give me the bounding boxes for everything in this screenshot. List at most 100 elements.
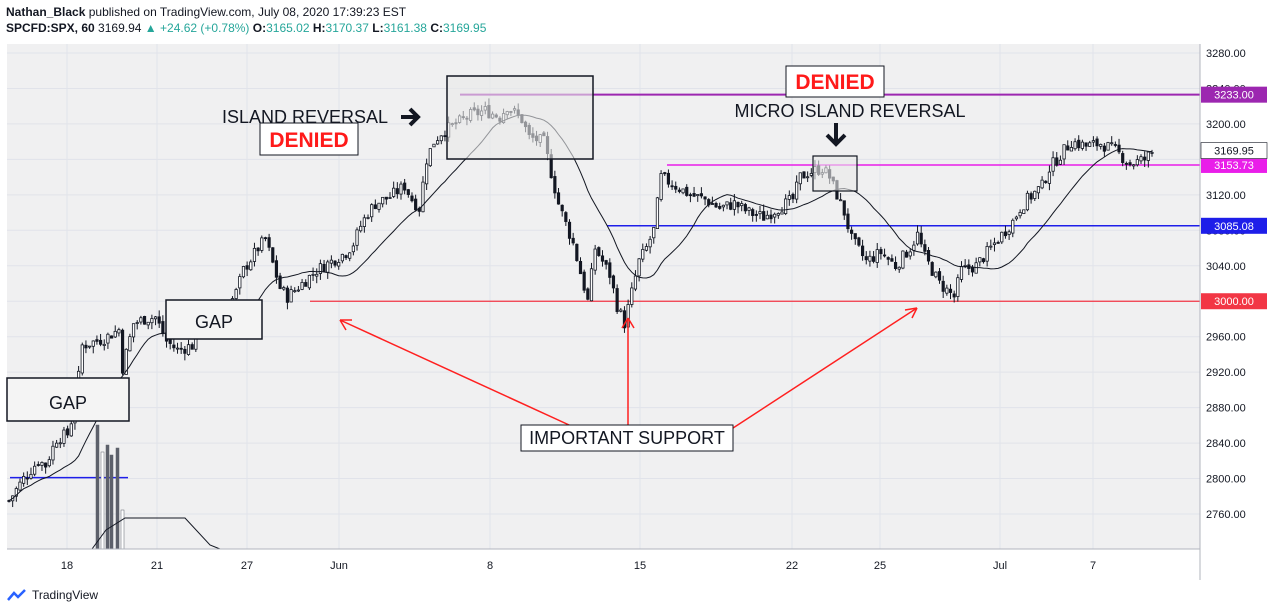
candle-body (150, 318, 154, 324)
candle-body (439, 135, 443, 142)
candle-body (751, 209, 755, 216)
candle-body (1077, 139, 1081, 149)
candle-body (1062, 144, 1066, 160)
candle-body (1066, 145, 1070, 151)
candle-body (1040, 179, 1044, 189)
candle-body (586, 288, 590, 300)
candle-body (765, 214, 769, 220)
candle-body (692, 193, 696, 197)
candle-body (351, 245, 355, 253)
candle-body (436, 140, 440, 145)
author-name[interactable]: Nathan_Black (6, 5, 86, 19)
y-tick-label: 3040.00 (1206, 261, 1246, 273)
candle-body (33, 465, 37, 475)
support-box (520, 424, 734, 452)
candle-body (901, 250, 905, 269)
y-axis-ticks: 3280.003240.003200.003160.003120.003080.… (1206, 48, 1246, 521)
publish-info: published on TradingView.com, July 08, 2… (88, 5, 407, 19)
candle-body (307, 274, 311, 289)
candle-body (172, 344, 176, 349)
candle-body (348, 252, 352, 259)
candle-body (850, 229, 854, 234)
candle-body (791, 193, 795, 200)
candle-body (410, 195, 414, 202)
candle-body (575, 243, 579, 261)
candle-body (384, 196, 388, 200)
candle-body (421, 181, 425, 213)
down-arrow-icon (825, 123, 847, 147)
candle-body (655, 197, 660, 229)
candle-body (926, 249, 931, 262)
candle-body (1143, 156, 1147, 161)
candle-body (970, 267, 975, 273)
candle-body (663, 172, 667, 175)
close-value: 3169.95 (442, 21, 487, 35)
candle-body (190, 344, 194, 350)
candle-body (978, 257, 982, 263)
gap1-box (6, 377, 130, 422)
candle-body (875, 249, 879, 263)
candle-body (860, 245, 865, 257)
island-label: ISLAND REVERSAL (222, 107, 388, 127)
candle-body (556, 192, 561, 205)
candle-body (908, 251, 912, 257)
candle-body (381, 196, 385, 205)
candle-body (131, 323, 136, 338)
candle-body (329, 259, 333, 264)
candle-body (784, 198, 788, 214)
candle-body (373, 204, 377, 210)
candle-body (857, 237, 861, 246)
candle-body (985, 246, 989, 262)
y-tick-label: 2920.00 (1206, 367, 1246, 379)
candle-body (644, 246, 649, 251)
x-tick-label: Jul (993, 560, 1007, 572)
candle-body (743, 204, 747, 212)
tradingview-logo-icon[interactable] (6, 588, 28, 602)
candle-body (91, 340, 95, 347)
support-label: IMPORTANT SUPPORT (529, 428, 725, 448)
candle-body (633, 275, 638, 290)
candle-body (670, 185, 674, 188)
candle-body (864, 256, 868, 261)
candle-body (36, 464, 40, 466)
candle-body (659, 173, 663, 200)
candle-body (234, 289, 238, 299)
candle-body (1047, 171, 1052, 184)
candle-body (718, 206, 722, 209)
candle-body (571, 237, 575, 244)
brand-name[interactable]: TradingView (32, 588, 99, 602)
candle-body (703, 196, 707, 200)
candle-body (267, 237, 271, 248)
candle-body (564, 212, 568, 222)
candle-body (915, 231, 920, 245)
candle-body (1139, 156, 1143, 162)
candle-body (289, 289, 293, 303)
candle-body (1091, 140, 1095, 143)
candle-body (747, 207, 751, 211)
candle-body (868, 255, 872, 262)
candle-body (1080, 141, 1084, 149)
candle-body (1069, 147, 1073, 152)
candle-body (890, 258, 894, 262)
denied1-label: DENIED (269, 129, 348, 152)
candle-body (300, 282, 304, 290)
price-labels: 3233.00 3153.73 3085.08 3000.00 3169.95 (1200, 86, 1268, 310)
candle-body (88, 345, 92, 348)
denied2-box (785, 65, 885, 98)
candle-body (652, 227, 656, 239)
candle-body (615, 288, 619, 312)
candle-body (359, 225, 363, 232)
volume-bar (95, 424, 100, 550)
candle-body (802, 171, 806, 179)
candle-body (69, 423, 73, 437)
denied1-box (259, 122, 359, 156)
candle-body (956, 277, 960, 297)
candle-body (109, 335, 114, 339)
candle-body (776, 213, 780, 216)
candle-body (274, 260, 279, 278)
y-tick-label: 2800.00 (1206, 474, 1246, 486)
volume-bar (120, 509, 125, 550)
candle-body (839, 199, 843, 202)
candle-body (611, 275, 616, 289)
